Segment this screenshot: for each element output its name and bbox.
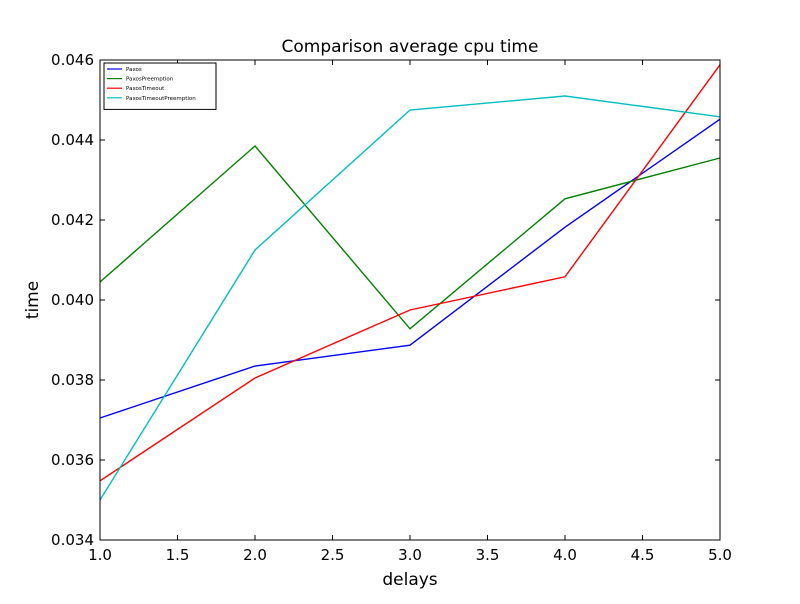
y-axis-label: time bbox=[23, 281, 43, 319]
y-tick-label: 0.046 bbox=[51, 51, 94, 69]
legend-label: PaxosTimeout bbox=[126, 86, 165, 92]
chart-title: Comparison average cpu time bbox=[282, 37, 539, 57]
x-tick-label: 2.5 bbox=[321, 546, 345, 564]
x-tick-label: 4.0 bbox=[553, 546, 577, 564]
y-tick-label: 0.040 bbox=[51, 291, 94, 309]
legend-label: PaxosPreemption bbox=[126, 77, 174, 83]
x-axis-label: delays bbox=[382, 570, 437, 590]
y-tick-label: 0.042 bbox=[51, 211, 94, 229]
legend-label: Paxos bbox=[126, 67, 142, 73]
legend: Paxos PaxosPreemption PaxosTimeout PaxosTim… bbox=[104, 63, 216, 109]
x-tick-label: 3.5 bbox=[476, 546, 500, 564]
y-tick-label: 0.038 bbox=[51, 371, 94, 389]
y-tick-label: 0.034 bbox=[51, 531, 94, 549]
x-tick-label: 4.5 bbox=[631, 546, 655, 564]
y-tick-label: 0.036 bbox=[51, 451, 94, 469]
y-tick-label: 0.044 bbox=[51, 131, 94, 149]
x-tick-label: 2.0 bbox=[243, 546, 267, 564]
x-tick-label: 5.0 bbox=[708, 546, 732, 564]
x-tick-label: 1.5 bbox=[166, 546, 190, 564]
legend-label: PaxosTimeoutPreemption bbox=[126, 96, 196, 102]
x-tick-label: 3.0 bbox=[398, 546, 422, 564]
